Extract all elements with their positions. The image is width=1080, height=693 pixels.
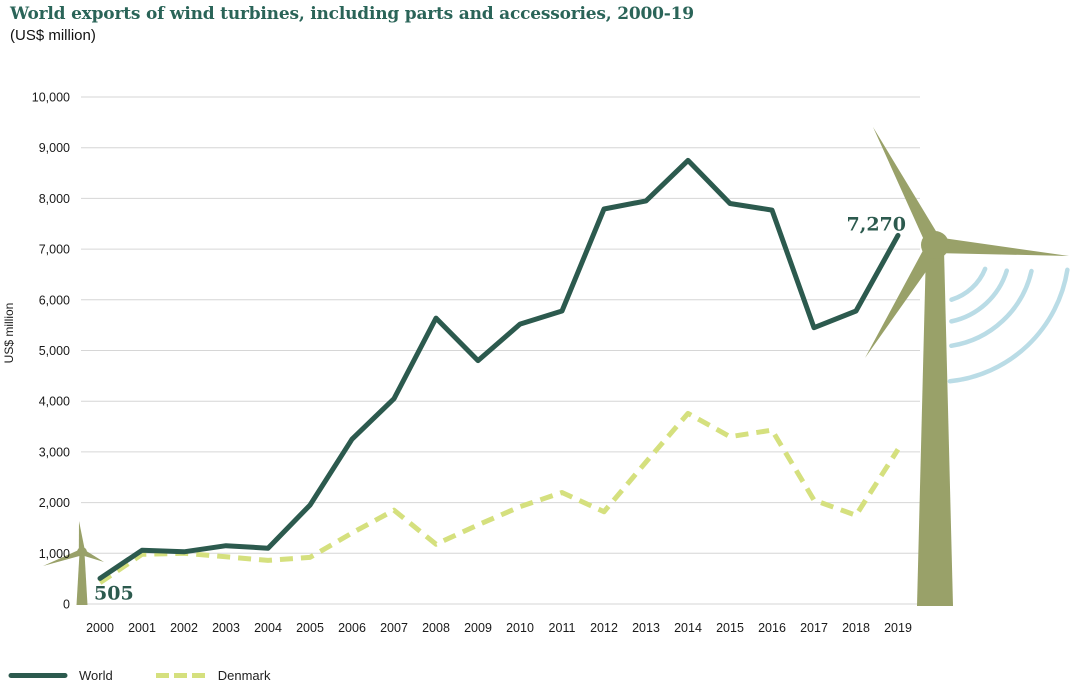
x-tick-label: 2013 [632, 621, 660, 635]
x-tick-label: 2017 [800, 621, 828, 635]
wind-arc [949, 268, 1010, 324]
data-label: 505 [94, 582, 134, 604]
turbine-blade [873, 127, 943, 249]
y-tick-label: 10,000 [32, 91, 70, 105]
y-tick-label: 2,000 [39, 496, 70, 510]
wind-turbine-small-icon [43, 521, 104, 605]
x-tick-label: 2006 [338, 621, 366, 635]
legend-item-world: World [8, 668, 113, 683]
wind-arc [947, 267, 1070, 384]
wind-arc [949, 266, 988, 302]
x-tick-label: 2019 [884, 621, 912, 635]
legend-label-world: World [79, 668, 113, 683]
data-label: 7,270 [847, 213, 907, 235]
x-tick-label: 2005 [296, 621, 324, 635]
y-tick-label: 8,000 [39, 192, 70, 206]
turbine-hub [77, 547, 87, 557]
x-tick-label: 2015 [716, 621, 744, 635]
y-tick-label: 7,000 [39, 243, 70, 257]
x-tick-label: 2008 [422, 621, 450, 635]
y-tick-label: 9,000 [39, 141, 70, 155]
x-tick-label: 2011 [549, 621, 576, 635]
denmark-line [98, 410, 901, 585]
x-tick-label: 2018 [842, 621, 870, 635]
x-tick-label: 2002 [170, 621, 198, 635]
turbine-blade [43, 548, 84, 566]
legend-item-denmark: Denmark [155, 668, 271, 683]
y-tick-label: 1,000 [39, 547, 70, 561]
x-tick-label: 2003 [212, 621, 240, 635]
x-tick-label: 2004 [254, 621, 282, 635]
x-tick-label: 2007 [380, 621, 408, 635]
chart-title: World exports of wind turbines, includin… [10, 4, 694, 24]
x-tick-label: 2010 [506, 621, 534, 635]
x-tick-label: 2000 [86, 621, 114, 635]
y-tick-label: 0 [63, 598, 70, 612]
turbine-blade [865, 240, 942, 358]
x-tick-label: 2001 [128, 621, 156, 635]
chart-header: World exports of wind turbines, includin… [10, 4, 694, 44]
turbine-tower [76, 553, 88, 605]
y-tick-label: 6,000 [39, 293, 70, 307]
wind-arc [949, 268, 1034, 349]
turbine-blade [78, 521, 86, 553]
chart-legend: World Denmark [8, 668, 270, 683]
y-tick-label: 3,000 [39, 445, 70, 459]
y-tick-label: 5,000 [39, 344, 70, 358]
chart-subtitle: (US$ million) [10, 27, 96, 45]
y-axis-title: US$ million [2, 303, 16, 364]
wind-turbine-large-icon [865, 127, 1070, 606]
world-line [97, 157, 901, 581]
legend-label-denmark: Denmark [217, 668, 271, 683]
y-tick-label: 4,000 [39, 395, 70, 409]
gridlines [81, 96, 920, 605]
turbine-hub [921, 231, 949, 259]
turbine-tower [917, 250, 953, 606]
x-tick-label: 2009 [464, 621, 492, 635]
x-tick-label: 2012 [590, 621, 618, 635]
x-tick-label: 2014 [674, 621, 702, 635]
x-axis: 2000 2001 2002 2003 2004 2005 2006 2007 2008 2009… [86, 621, 912, 635]
x-tick-label: 2016 [758, 621, 786, 635]
world-line-swatch [8, 673, 68, 678]
y-axis: 0 1,000 2,000 3,000 4,000 5,000 6,000 7,000 8,00… [32, 91, 70, 612]
denmark-line-swatch [155, 673, 205, 678]
turbine-blade [934, 237, 1069, 256]
